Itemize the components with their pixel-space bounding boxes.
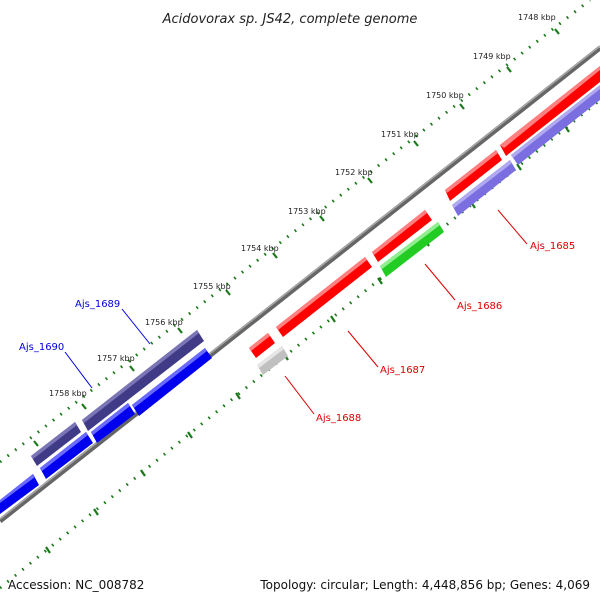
- reverse-strand-genes: [257, 85, 600, 375]
- gene-label[interactable]: Ajs_1690: [19, 342, 64, 353]
- outer-tick-track: [0, 0, 591, 464]
- tick-label: 1753 kbp: [288, 207, 326, 216]
- gene-blue-arrow[interactable]: [91, 403, 135, 443]
- outer-major-ticks: [33, 28, 560, 447]
- gene-ajs-1689[interactable]: [82, 330, 204, 431]
- tick-label: 1754 kbp: [241, 244, 279, 253]
- tick-label: 1757 kbp: [97, 354, 135, 363]
- gene-ajs-1687-forward[interactable]: [276, 257, 372, 337]
- gene-blue-arrow[interactable]: [132, 348, 212, 416]
- gene-ajs-1685[interactable]: [452, 85, 600, 216]
- left-genes: [0, 330, 212, 514]
- tick-label: 1750 kbp: [426, 91, 464, 100]
- accession-text: Accession: NC_008782: [8, 578, 145, 592]
- gene-ajs-1685-forward[interactable]: [445, 66, 600, 201]
- tick-label: 1751 kbp: [381, 130, 419, 139]
- gene-label[interactable]: Ajs_1685: [530, 241, 575, 252]
- gene-label[interactable]: Ajs_1687: [380, 365, 425, 376]
- gene-ajs-1686[interactable]: [380, 222, 444, 277]
- tick-labels: 1748 kbp 1749 kbp 1750 kbp 1751 kbp 1752…: [49, 13, 556, 398]
- genome-backbone: [0, 45, 600, 523]
- map-title: Acidovorax sp. JS42, complete genome: [162, 12, 418, 27]
- gene-label[interactable]: Ajs_1688: [316, 413, 361, 424]
- gene-labels: Ajs_1685 Ajs_1686 Ajs_1687 Ajs_1688 Ajs_…: [19, 241, 575, 424]
- genome-summary-text: Topology: circular; Length: 4,448,856 bp…: [260, 578, 590, 592]
- forward-strand-genes: [249, 66, 600, 358]
- gene-ajs-1690[interactable]: [31, 422, 81, 466]
- tick-label: 1756 kbp: [145, 318, 183, 327]
- tick-label: 1758 kbp: [49, 389, 87, 398]
- tick-label: 1752 kbp: [335, 168, 373, 177]
- callout-lines: [64, 209, 528, 415]
- tick-label: 1748 kbp: [518, 13, 556, 22]
- tick-label: 1755 kbp: [193, 282, 231, 291]
- tick-label: 1749 kbp: [473, 52, 511, 61]
- gene-blue-arrow[interactable]: [40, 432, 93, 479]
- gene-blue-arrow[interactable]: [0, 474, 39, 514]
- gene-label[interactable]: Ajs_1686: [457, 301, 502, 312]
- gene-label[interactable]: Ajs_1689: [75, 299, 120, 310]
- gene-ajs-1686-forward[interactable]: [372, 210, 432, 262]
- gene-ajs-1688[interactable]: [257, 346, 288, 375]
- gene-ajs-1688-forward[interactable]: [249, 333, 275, 358]
